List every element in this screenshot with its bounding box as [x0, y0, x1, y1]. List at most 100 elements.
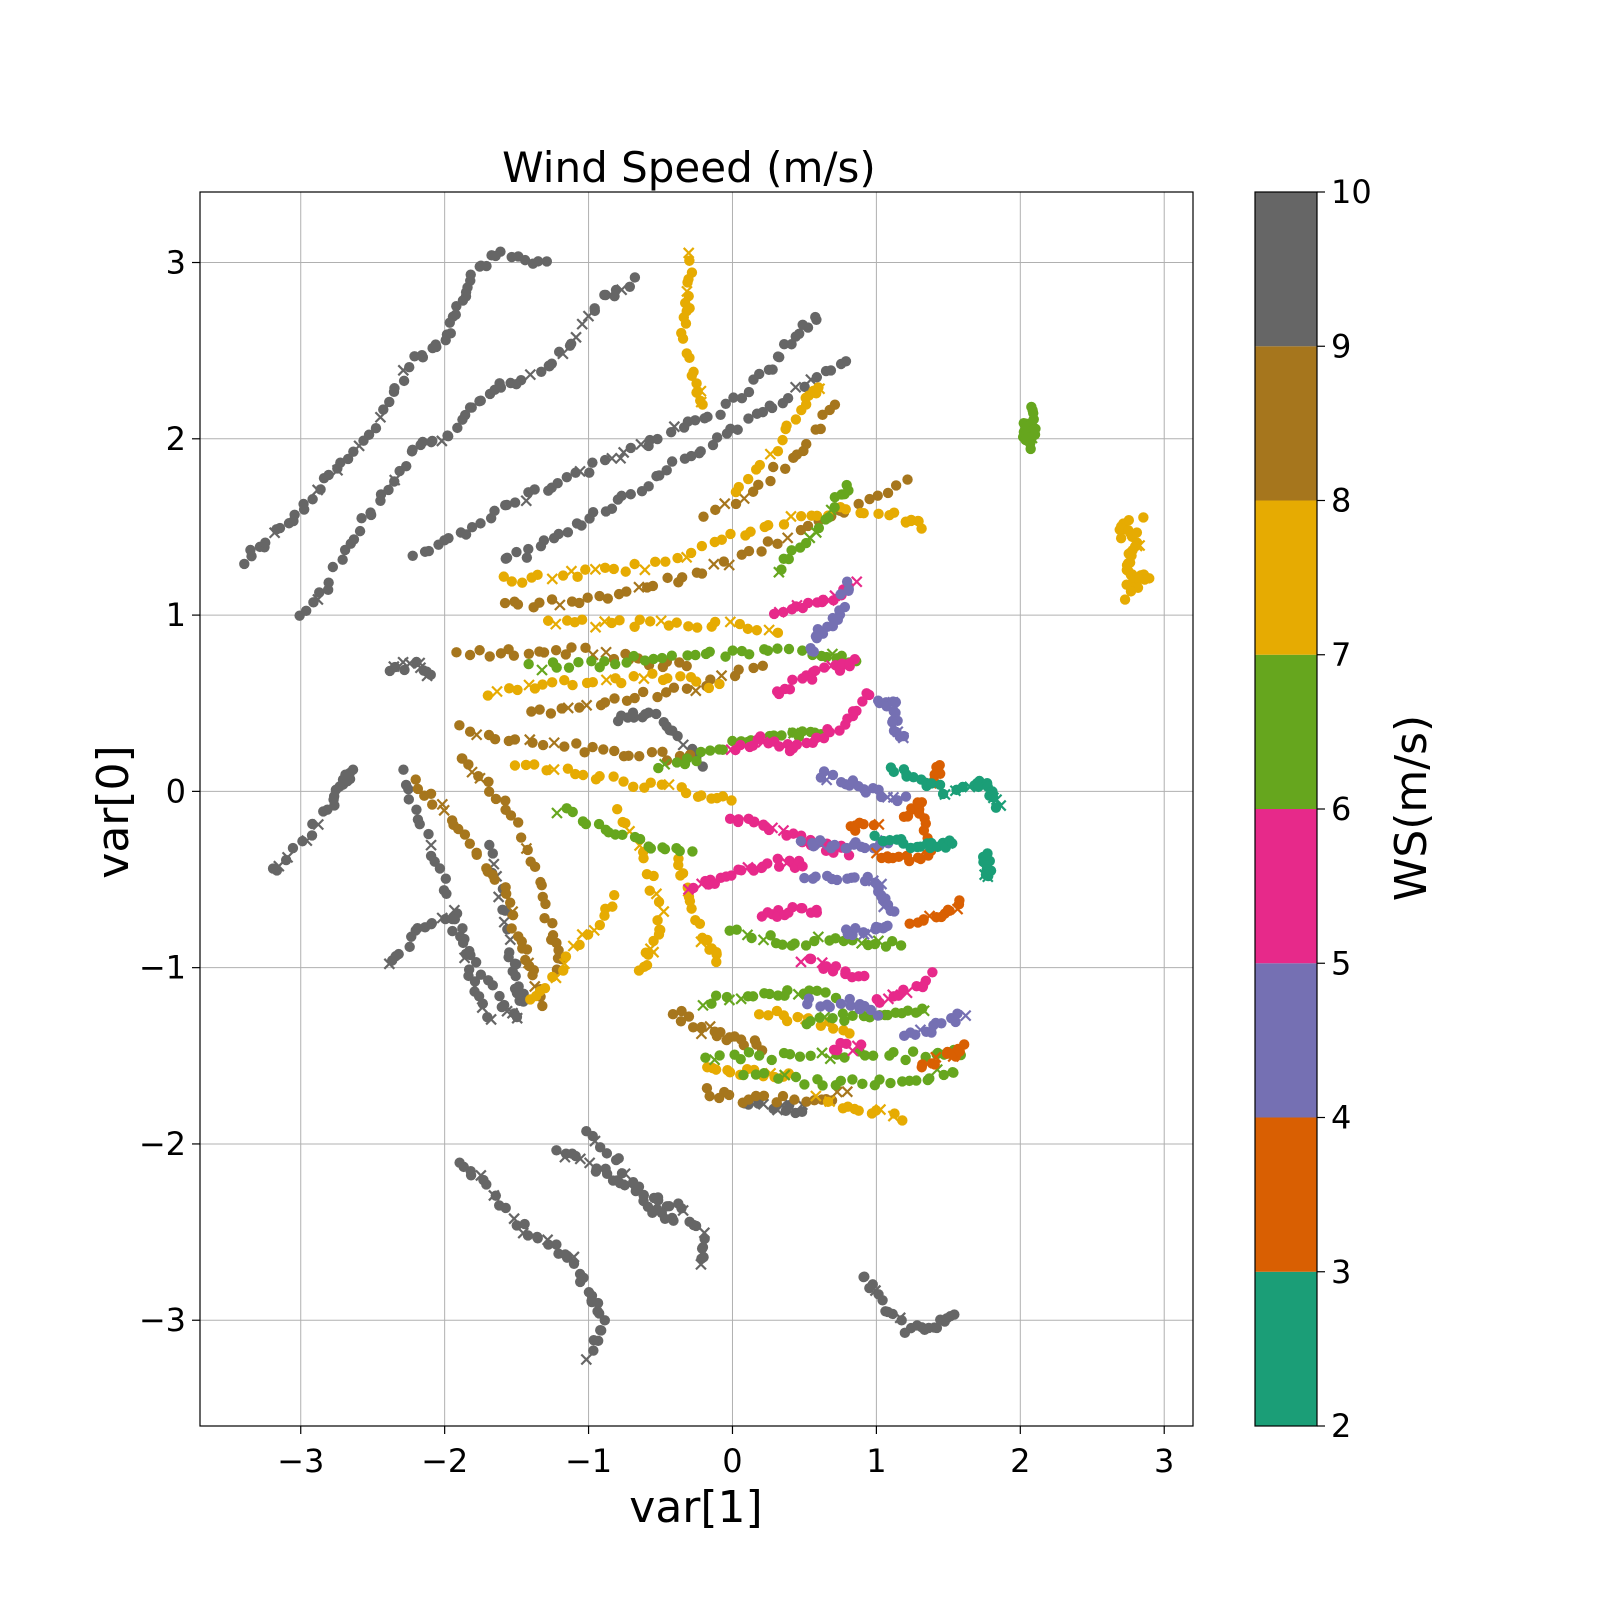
- colorbar-band: [1255, 809, 1317, 964]
- data-point: [515, 832, 527, 843]
- data-point: [507, 909, 519, 921]
- data-point: [788, 828, 799, 839]
- data-point: [348, 534, 360, 545]
- data-point: [695, 446, 706, 457]
- data-point: [743, 1047, 755, 1058]
- data-point: [810, 665, 821, 676]
- data-point: [464, 838, 476, 849]
- data-point: [830, 933, 841, 944]
- data-point: [718, 556, 730, 567]
- data-point: [686, 370, 698, 381]
- data-point: [536, 880, 547, 891]
- data-point: [643, 949, 654, 960]
- data-point: [460, 529, 472, 540]
- data-point: [529, 759, 540, 770]
- data-point: [529, 861, 541, 873]
- data-point: [853, 1105, 864, 1116]
- data-point: [1133, 574, 1145, 585]
- x-tick-label: −3: [277, 1442, 324, 1480]
- x-tick-label: 1: [866, 1442, 886, 1480]
- data-point: [577, 769, 589, 781]
- data-point: [337, 554, 348, 565]
- data-point-cross: [738, 492, 750, 505]
- data-point-cross: [614, 452, 627, 465]
- data-point: [754, 459, 766, 471]
- data-point-cross: [425, 839, 437, 851]
- data-point-cross: [589, 563, 602, 576]
- data-point: [574, 1276, 586, 1288]
- data-point: [375, 489, 387, 500]
- data-point: [414, 818, 425, 830]
- data-point: [523, 648, 535, 660]
- data-point: [888, 766, 900, 778]
- data-point: [916, 1062, 927, 1073]
- data-point: [517, 577, 528, 588]
- data-point: [835, 998, 847, 1010]
- data-point: [639, 655, 651, 666]
- data-point: [897, 1115, 908, 1126]
- data-point: [527, 969, 538, 981]
- data-point: [806, 674, 818, 685]
- data-point-cross: [619, 1167, 631, 1180]
- data-point: [753, 479, 764, 491]
- data-point: [907, 1046, 919, 1057]
- data-point: [802, 322, 814, 333]
- data-point: [673, 859, 684, 871]
- data-point: [778, 339, 790, 350]
- data-point-cross: [476, 1001, 489, 1014]
- data-point: [931, 1322, 943, 1334]
- data-point: [417, 436, 428, 448]
- data-point: [594, 771, 605, 782]
- data-point: [781, 1015, 793, 1027]
- data-point: [683, 1011, 695, 1022]
- data-point: [613, 1153, 624, 1164]
- data-point: [783, 643, 795, 655]
- data-point: [465, 949, 476, 961]
- data-point: [672, 552, 683, 564]
- data-point: [411, 804, 422, 815]
- data-point: [859, 1050, 871, 1061]
- data-point: [560, 951, 572, 962]
- data-point: [629, 272, 641, 283]
- data-point: [646, 746, 658, 758]
- data-point: [511, 546, 522, 558]
- data-point: [638, 1189, 649, 1201]
- data-point: [734, 618, 746, 630]
- data-point: [500, 888, 512, 900]
- data-point: [795, 835, 807, 847]
- data-point: [637, 686, 649, 698]
- data-point: [426, 918, 438, 929]
- data-point: [431, 341, 442, 353]
- data-point: [857, 696, 868, 707]
- data-point: [1138, 512, 1149, 523]
- data-point: [562, 527, 574, 538]
- x-tick-label: 0: [722, 1442, 742, 1480]
- data-point: [643, 481, 654, 492]
- data-point: [327, 561, 339, 573]
- data-point: [707, 439, 719, 451]
- data-point: [843, 585, 854, 596]
- data-point-cross: [491, 685, 503, 698]
- data-point: [274, 522, 286, 534]
- data-point-cross: [708, 558, 720, 570]
- data-point: [802, 597, 814, 609]
- data-point: [757, 406, 769, 418]
- data-point: [858, 507, 869, 519]
- data-point-cross: [723, 994, 736, 1006]
- data-point: [735, 739, 746, 751]
- data-point: [553, 346, 565, 358]
- data-point: [772, 643, 783, 654]
- data-point: [850, 923, 861, 934]
- data-point: [781, 420, 792, 431]
- data-point: [574, 597, 585, 609]
- y-axis-label: var[0]: [88, 745, 139, 878]
- data-point: [765, 475, 776, 487]
- data-point: [864, 493, 875, 505]
- data-point: [794, 1051, 806, 1062]
- y-tick-label: −3: [139, 1301, 186, 1339]
- data-point: [648, 870, 659, 882]
- data-point: [851, 705, 862, 717]
- data-point: [611, 803, 623, 815]
- data-point: [787, 901, 798, 913]
- data-point-cross: [763, 624, 775, 636]
